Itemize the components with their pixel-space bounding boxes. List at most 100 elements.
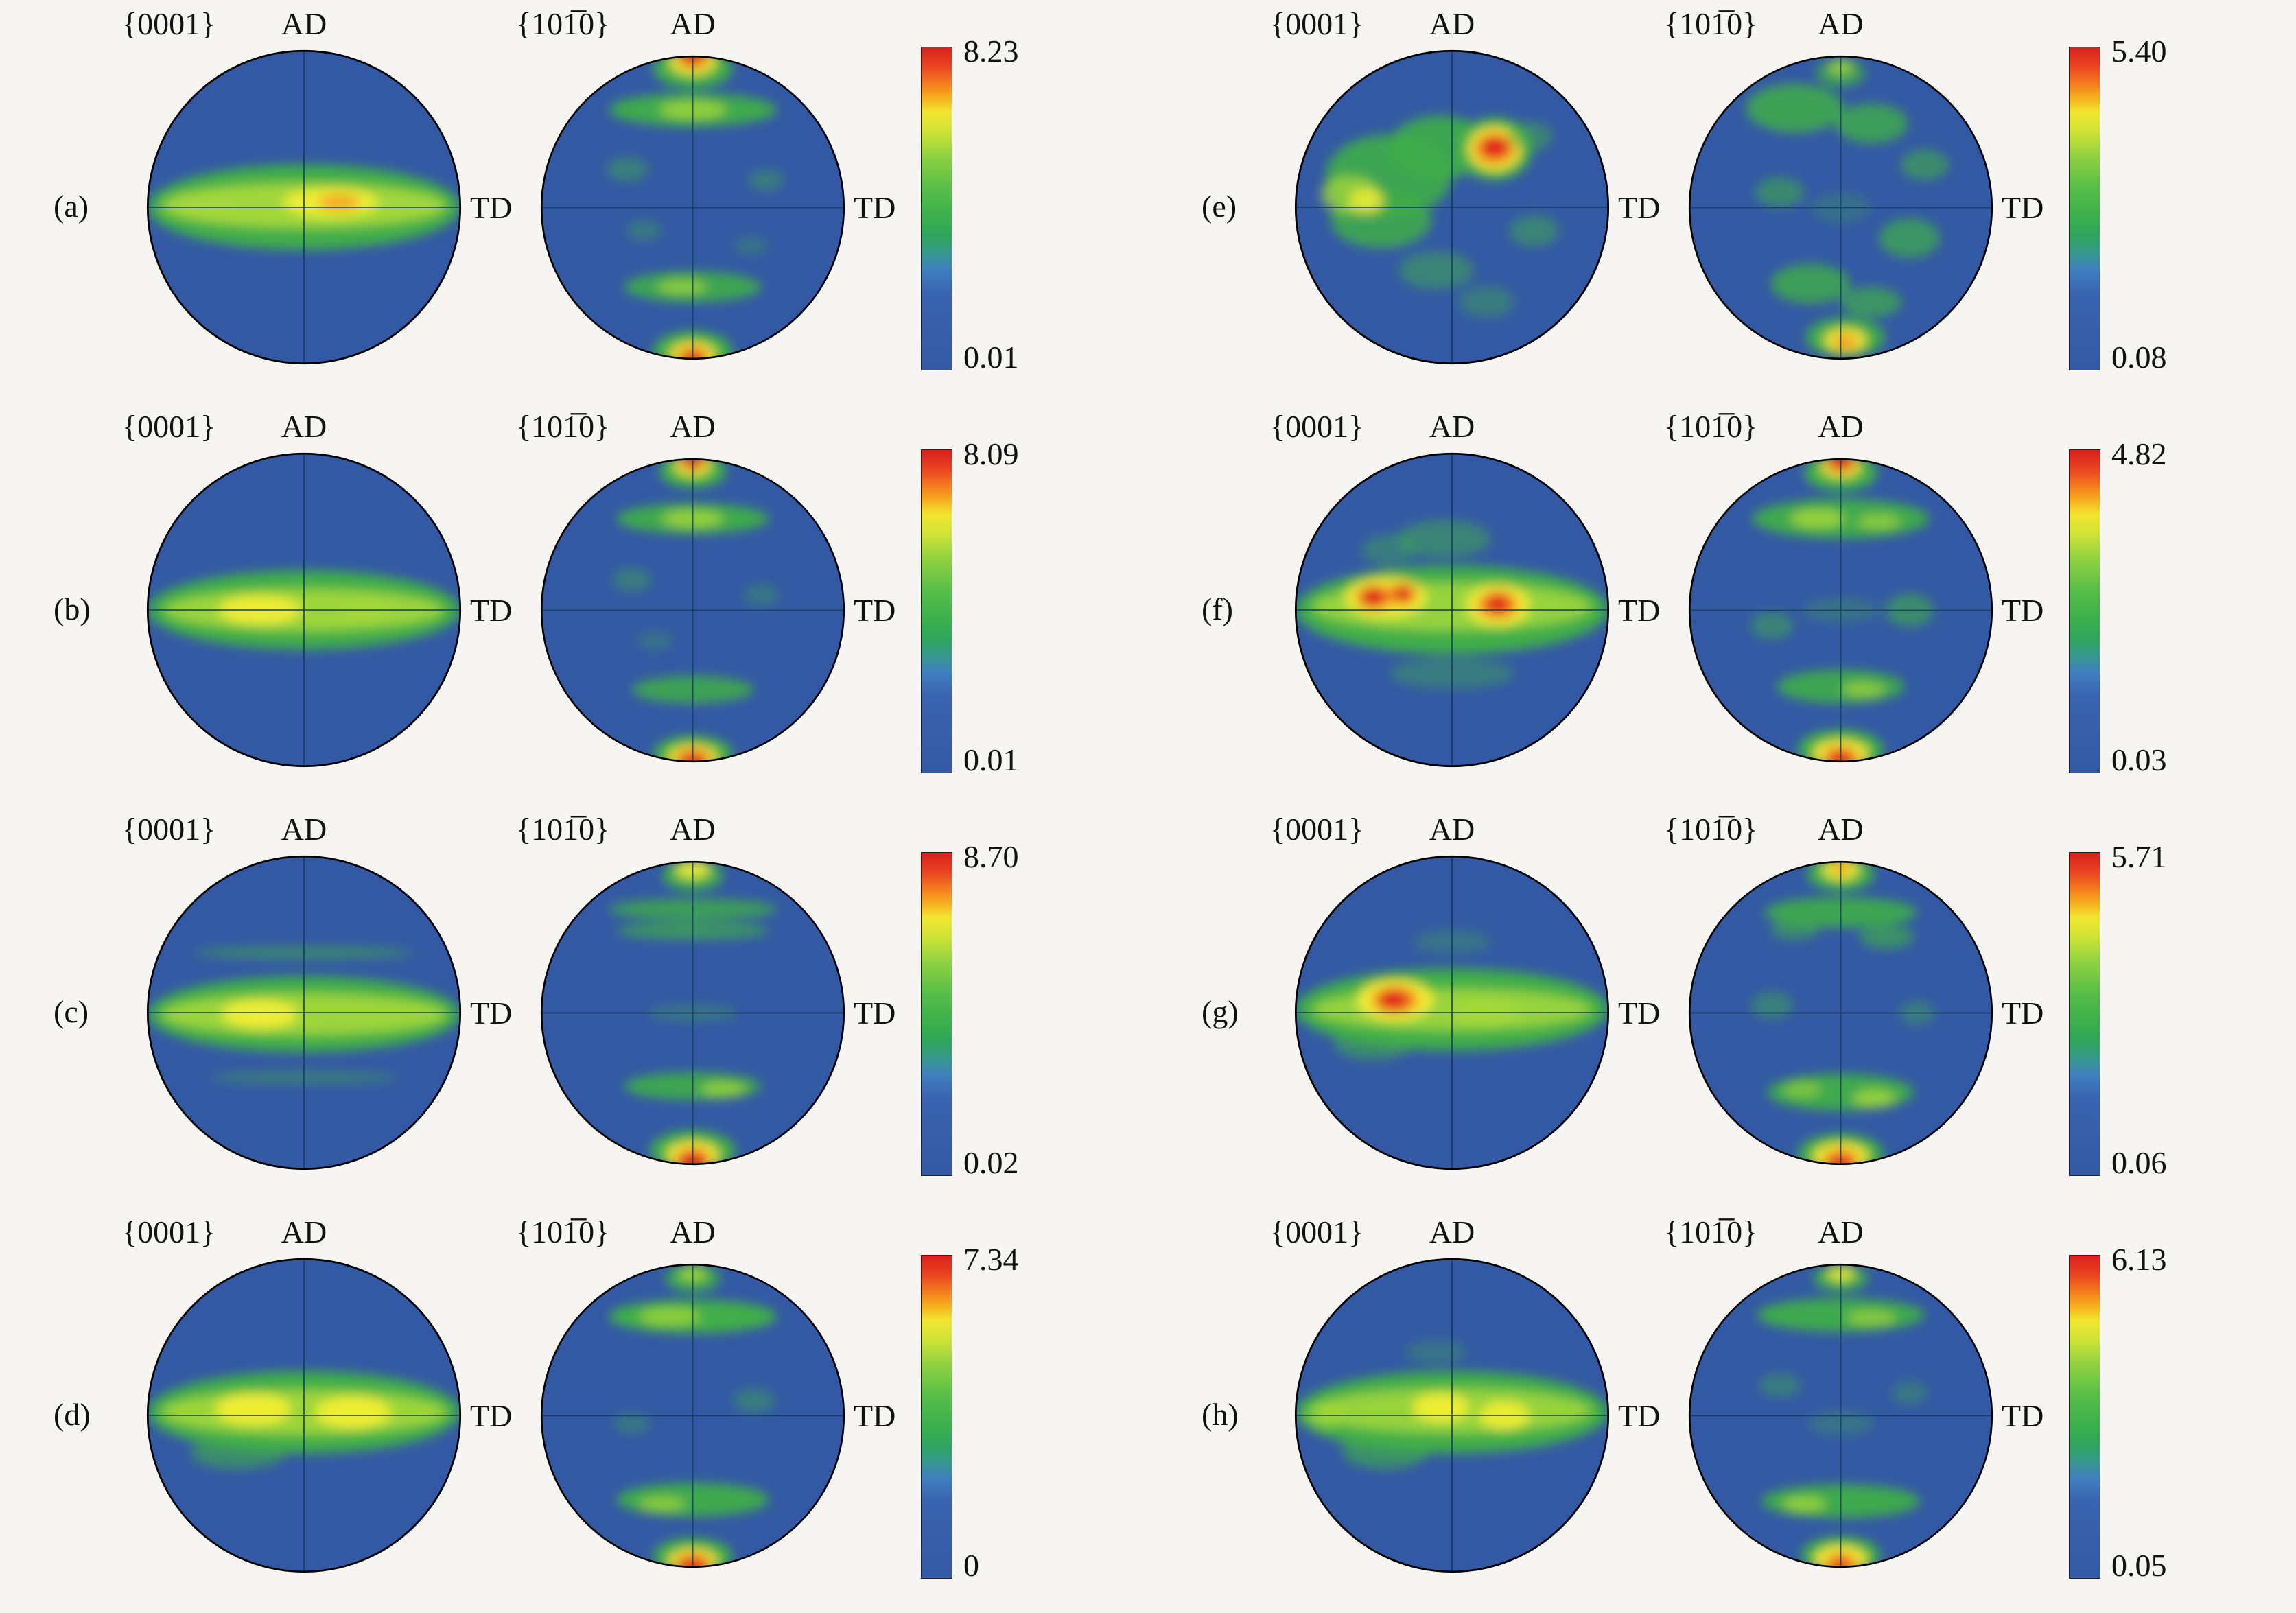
pole-figure-type-label: {0001} (122, 1214, 216, 1249)
td-axis-label: TD (2002, 190, 2044, 225)
td-axis-label: TD (470, 190, 513, 225)
td-axis-label: TD (1618, 1398, 1661, 1433)
colorbar-min-value: 0.01 (963, 340, 1019, 375)
pole-figure-0001 (146, 855, 462, 1170)
ad-axis-label: AD (281, 409, 327, 444)
pole-figure-type-label: {101̅0} (516, 812, 610, 847)
pole-figure-panel: (g) {0001} AD TD {101̅0} AD TD 5.71 0.06 (1148, 807, 2296, 1210)
pole-figure-0001 (146, 49, 462, 365)
colorbar-min-value: 0.06 (2111, 1145, 2167, 1180)
pole-figure-type-label: {101̅0} (1664, 409, 1758, 444)
ad-axis-label: AD (670, 812, 716, 847)
pole-figure-type-label: {101̅0} (516, 409, 610, 444)
pole-figure-type-label: {0001} (1270, 6, 1364, 41)
colorbar: 8.23 0.01 (914, 1, 1086, 399)
colorbar: 8.70 0.02 (914, 807, 1086, 1205)
pole-figure-0001 (1294, 855, 1610, 1170)
ad-axis-label: AD (670, 409, 716, 444)
pole-figure-0001-block: {0001} AD TD (122, 1210, 516, 1608)
colorbar: 8.09 0.01 (914, 404, 1086, 802)
pole-figure-panel: (f) {0001} AD TD {101̅0} AD TD 4.82 0.03 (1148, 404, 2296, 807)
colorbar-gradient (2069, 47, 2100, 370)
pole-figure-type-label: {0001} (122, 6, 216, 41)
pole-figure-1010-block: {101̅0} AD TD (1664, 1, 2052, 399)
ad-axis-label: AD (1818, 6, 1864, 41)
pole-figure-1010-block: {101̅0} AD TD (1664, 807, 2052, 1205)
colorbar-min-value: 0.02 (963, 1145, 1019, 1180)
pole-figure-0001-block: {0001} AD TD (1270, 404, 1664, 802)
pole-figure-0001 (146, 452, 462, 768)
colorbar-gradient (2069, 852, 2100, 1176)
pole-figure-0001 (1294, 452, 1610, 768)
pole-figure-type-label: {0001} (122, 812, 216, 847)
ad-axis-label: AD (1429, 6, 1475, 41)
pole-figure-1010-block: {101̅0} AD TD (1664, 404, 2052, 802)
pole-figure-type-label: {0001} (1270, 1214, 1364, 1249)
td-axis-label: TD (2002, 593, 2044, 628)
pole-figure-type-label: {0001} (122, 409, 216, 444)
panel-label: (a) (54, 189, 89, 224)
pole-figure-1010 (1688, 458, 1993, 763)
pole-figure-0001-block: {0001} AD TD (122, 404, 516, 802)
td-axis-label: TD (470, 593, 513, 628)
pole-figure-type-label: {101̅0} (516, 6, 610, 41)
pole-figure-1010-block: {101̅0} AD TD (516, 1210, 904, 1608)
pole-figure-0001-block: {0001} AD TD (1270, 1210, 1664, 1608)
pole-figure-panel: (e) {0001} AD TD {101̅0} AD TD 5.40 0.08 (1148, 1, 2296, 404)
panel-label: (b) (54, 591, 91, 626)
td-axis-label: TD (854, 1398, 896, 1433)
colorbar-gradient (2069, 1255, 2100, 1579)
td-axis-label: TD (2002, 1398, 2044, 1433)
pole-figure-0001 (146, 1258, 462, 1573)
ad-axis-label: AD (1818, 812, 1864, 847)
ad-axis-label: AD (1429, 1214, 1475, 1249)
pole-figure-0001 (1294, 49, 1610, 365)
td-axis-label: TD (1618, 996, 1661, 1031)
colorbar-gradient (2069, 449, 2100, 773)
pole-figure-type-label: {0001} (1270, 409, 1364, 444)
colorbar-max-value: 7.34 (963, 1242, 1019, 1277)
pole-figure-panel: (h) {0001} AD TD {101̅0} AD TD 6.13 0.05 (1148, 1210, 2296, 1612)
colorbar: 5.40 0.08 (2062, 1, 2234, 399)
colorbar-min-value: 0.01 (963, 742, 1019, 777)
colorbar-min-value: 0.05 (2111, 1548, 2167, 1583)
pole-figure-panel: (b) {0001} AD TD {101̅0} AD TD 8.09 0.01 (0, 404, 1148, 807)
pole-figure-0001-block: {0001} AD TD (122, 1, 516, 399)
colorbar: 5.71 0.06 (2062, 807, 2234, 1205)
pole-figure-1010 (1688, 55, 1993, 360)
td-axis-label: TD (854, 593, 896, 628)
colorbar: 4.82 0.03 (2062, 404, 2234, 802)
panel-label: (f) (1202, 591, 1233, 626)
colorbar-gradient (921, 852, 952, 1176)
pole-figure-type-label: {101̅0} (1664, 1214, 1758, 1249)
pole-figure-1010-block: {101̅0} AD TD (1664, 1210, 2052, 1608)
pole-figure-type-label: {101̅0} (1664, 6, 1758, 41)
colorbar-min-value: 0 (963, 1548, 979, 1583)
pole-figure-0001-block: {0001} AD TD (1270, 807, 1664, 1205)
colorbar-max-value: 5.40 (2111, 34, 2167, 69)
td-axis-label: TD (1618, 190, 1661, 225)
panel-label: (g) (1202, 994, 1239, 1029)
pole-figure-type-label: {101̅0} (516, 1214, 610, 1249)
colorbar-max-value: 4.82 (2111, 436, 2167, 471)
pole-figure-1010 (1688, 1263, 1993, 1568)
panel-label: (e) (1202, 189, 1237, 224)
pole-figure-1010 (540, 55, 845, 360)
pole-figure-panel: (c) {0001} AD TD {101̅0} AD TD 8.70 0.02 (0, 807, 1148, 1210)
pole-figure-1010-block: {101̅0} AD TD (516, 807, 904, 1205)
ad-axis-label: AD (1818, 1214, 1864, 1249)
pole-figure-panel: (a) {0001} AD TD {101̅0} AD TD 8.23 0.01 (0, 1, 1148, 404)
colorbar-min-value: 0.03 (2111, 742, 2167, 777)
colorbar-max-value: 5.71 (2111, 839, 2167, 874)
ad-axis-label: AD (670, 1214, 716, 1249)
td-axis-label: TD (1618, 593, 1661, 628)
pole-figure-0001 (1294, 1258, 1610, 1573)
pole-figure-0001-block: {0001} AD TD (1270, 1, 1664, 399)
td-axis-label: TD (470, 1398, 513, 1433)
td-axis-label: TD (854, 190, 896, 225)
ad-axis-label: AD (1429, 812, 1475, 847)
ad-axis-label: AD (281, 6, 327, 41)
colorbar-max-value: 6.13 (2111, 1242, 2167, 1277)
pole-figure-panel: (d) {0001} AD TD {101̅0} AD TD 7.34 0 (0, 1210, 1148, 1612)
td-axis-label: TD (854, 996, 896, 1031)
